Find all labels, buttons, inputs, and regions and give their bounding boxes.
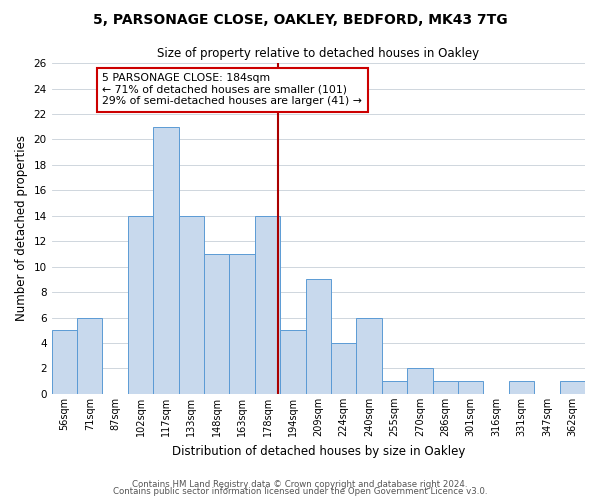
X-axis label: Distribution of detached houses by size in Oakley: Distribution of detached houses by size … — [172, 444, 465, 458]
Bar — [179, 216, 204, 394]
Bar — [204, 254, 229, 394]
Bar — [382, 381, 407, 394]
Bar — [280, 330, 305, 394]
Bar — [153, 126, 179, 394]
Title: Size of property relative to detached houses in Oakley: Size of property relative to detached ho… — [157, 48, 479, 60]
Y-axis label: Number of detached properties: Number of detached properties — [15, 136, 28, 322]
Bar — [52, 330, 77, 394]
Bar — [560, 381, 585, 394]
Bar — [458, 381, 484, 394]
Bar — [509, 381, 534, 394]
Bar — [407, 368, 433, 394]
Bar — [229, 254, 255, 394]
Bar — [128, 216, 153, 394]
Bar — [255, 216, 280, 394]
Bar — [77, 318, 103, 394]
Bar — [305, 280, 331, 394]
Bar — [356, 318, 382, 394]
Text: Contains public sector information licensed under the Open Government Licence v3: Contains public sector information licen… — [113, 487, 487, 496]
Text: 5, PARSONAGE CLOSE, OAKLEY, BEDFORD, MK43 7TG: 5, PARSONAGE CLOSE, OAKLEY, BEDFORD, MK4… — [92, 12, 508, 26]
Bar — [433, 381, 458, 394]
Bar — [331, 343, 356, 394]
Text: Contains HM Land Registry data © Crown copyright and database right 2024.: Contains HM Land Registry data © Crown c… — [132, 480, 468, 489]
Text: 5 PARSONAGE CLOSE: 184sqm
← 71% of detached houses are smaller (101)
29% of semi: 5 PARSONAGE CLOSE: 184sqm ← 71% of detac… — [103, 73, 362, 106]
